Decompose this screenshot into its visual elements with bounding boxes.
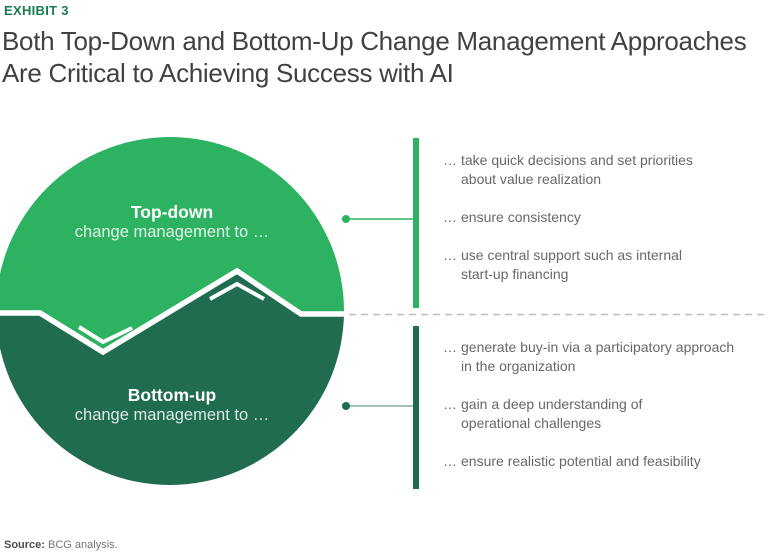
valley-echo-chevron [77, 325, 133, 345]
top-down-half [0, 137, 344, 352]
top-down-label-group: Top-down change management to … [12, 202, 332, 242]
list-item-text: ensure consistency [461, 209, 581, 225]
ellipsis-prefix: … [443, 339, 457, 355]
bottom-accent-bar [413, 326, 419, 489]
list-item-text: gain a deep understanding of operational… [461, 396, 643, 431]
list-item-text: generate buy-in via a participatory appr… [461, 339, 735, 374]
list-item-text: take quick decisions and set priorities … [461, 152, 693, 187]
ellipsis-prefix: … [443, 209, 457, 225]
list-item-text: ensure realistic potential and feasibili… [461, 453, 701, 469]
peak-echo-chevron [209, 281, 265, 301]
title-line-2: Are Critical to Achieving Success with A… [2, 58, 454, 88]
bottom-up-sublabel: change management to … [74, 406, 270, 424]
source-text: BCG analysis. [44, 539, 118, 551]
ellipsis-prefix: … [443, 152, 457, 168]
top-down-list: … take quick decisions and set prioritie… [443, 151, 768, 284]
bottom-up-label-group: Bottom-up change management to … [12, 385, 332, 425]
ellipsis-prefix: … [443, 396, 457, 412]
bottom-up-label: Bottom-up [127, 385, 217, 405]
exhibit-title: Both Top-Down and Bottom-Up Change Manag… [2, 25, 747, 89]
bottom-up-list: … generate buy-in via a participatory ap… [443, 338, 768, 471]
bottom-connector-dot [342, 402, 350, 410]
list-item: … generate buy-in via a participatory ap… [443, 338, 768, 376]
exhibit-number-label: EXHIBIT 3 [4, 3, 69, 18]
list-item: … use central support such as internal s… [443, 246, 768, 284]
title-line-1: Both Top-Down and Bottom-Up Change Manag… [2, 26, 747, 56]
mountain-ridge-line [0, 267, 344, 356]
source-label: Source: [4, 539, 45, 551]
top-down-sublabel: change management to … [74, 223, 270, 241]
top-accent-bar [413, 138, 419, 308]
ellipsis-prefix: … [443, 247, 457, 263]
list-item: … gain a deep understanding of operation… [443, 395, 768, 433]
list-item: … take quick decisions and set prioritie… [443, 151, 768, 189]
ellipsis-prefix: … [443, 453, 457, 469]
top-connector-dot [342, 215, 350, 223]
source-note: Source: BCG analysis. [4, 539, 118, 551]
list-item: … ensure consistency [443, 208, 768, 227]
list-item: … ensure realistic potential and feasibi… [443, 452, 768, 471]
top-down-label: Top-down [130, 202, 214, 222]
list-item-text: use central support such as internal sta… [461, 247, 683, 282]
bottom-up-half [0, 271, 344, 485]
